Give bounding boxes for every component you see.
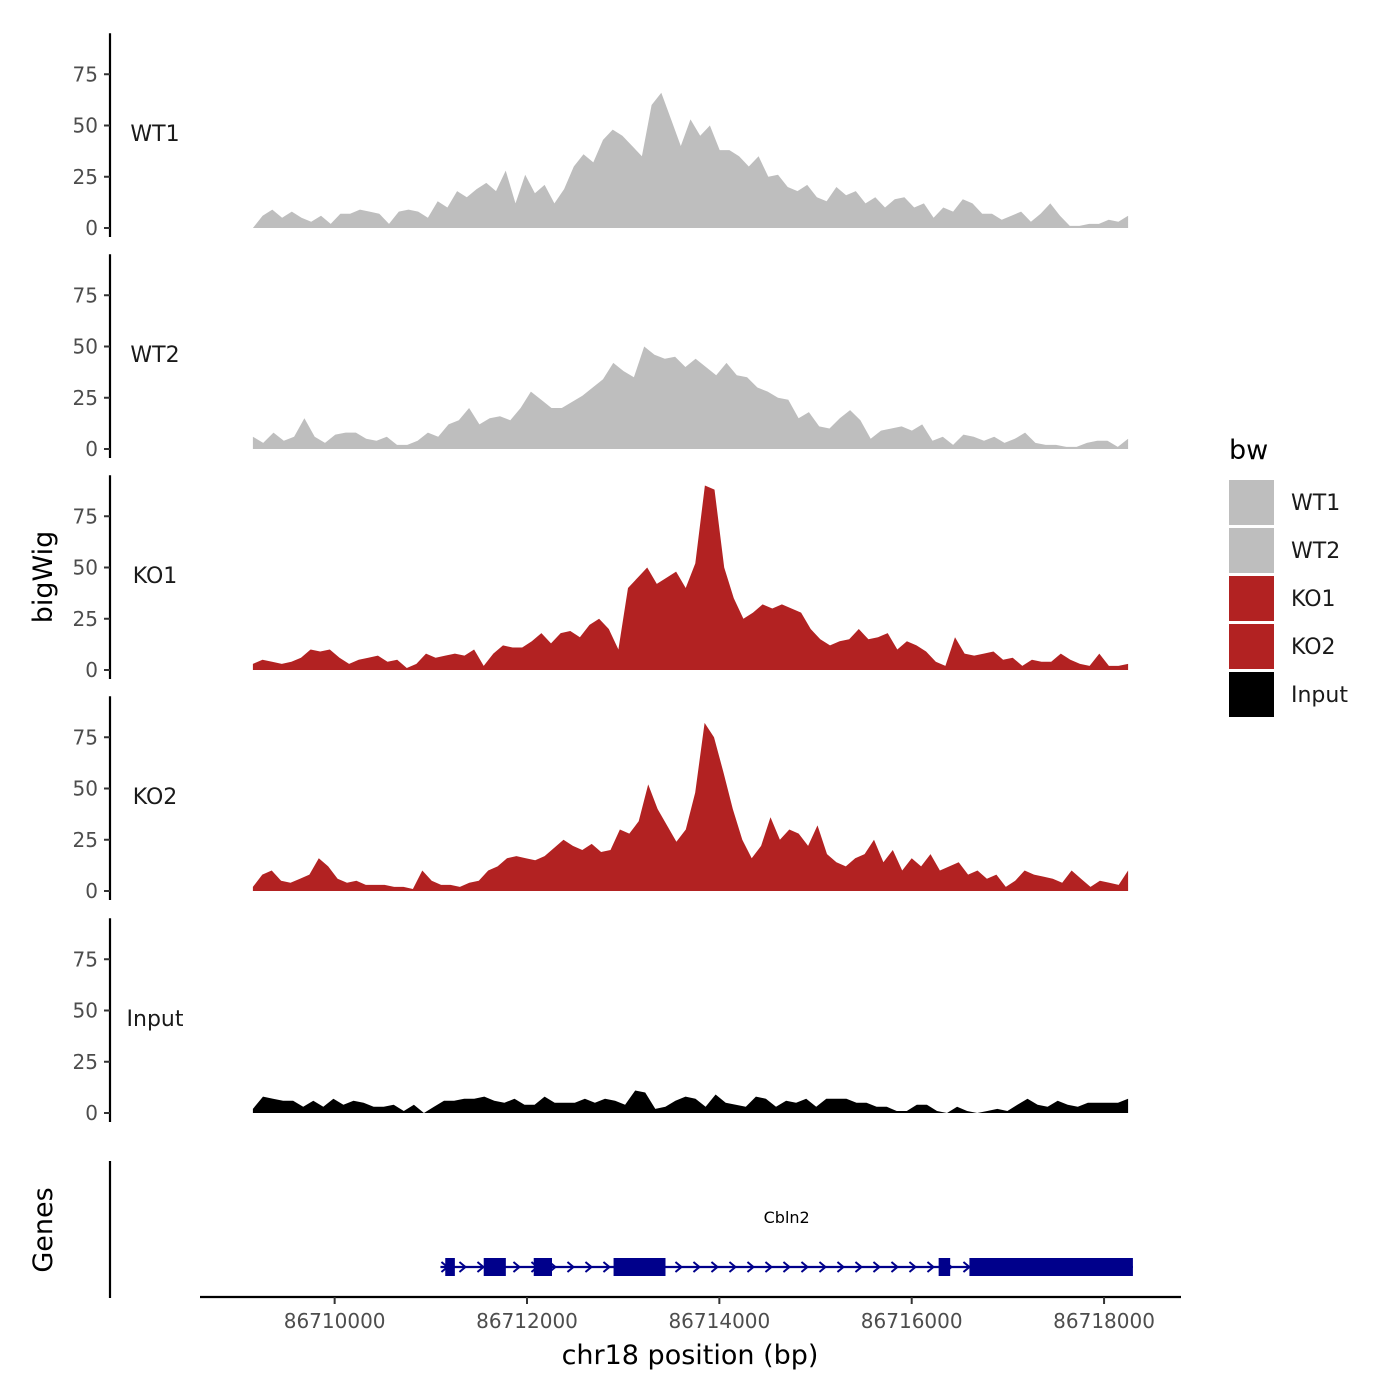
strand-arrow bbox=[800, 1261, 810, 1273]
x-axis: 86710000 86712000 86714000 86716000 86718000 bbox=[200, 1295, 1181, 1333]
strand-arrow bbox=[458, 1261, 468, 1273]
track-ko1: 0 25 50 75 KO1 bbox=[73, 475, 1129, 682]
y-tick-label-wt1-0: 0 bbox=[85, 216, 98, 240]
x-tick-label-1: 86710000 bbox=[284, 1309, 386, 1333]
strand-arrow bbox=[854, 1261, 864, 1273]
legend-label-wt1: WT1 bbox=[1291, 491, 1340, 516]
legend-label-input: Input bbox=[1291, 683, 1348, 708]
area-ko1 bbox=[252, 485, 1129, 670]
strand-arrow bbox=[476, 1261, 486, 1273]
x-tick-label-4: 86716000 bbox=[861, 1309, 963, 1333]
area-wt1 bbox=[252, 92, 1129, 228]
y-tick-label-ko2-25: 25 bbox=[73, 828, 98, 852]
strand-arrow bbox=[602, 1261, 612, 1273]
y-tick-label-wt1-50: 50 bbox=[73, 114, 98, 138]
strand-arrow bbox=[818, 1261, 828, 1273]
track-label-wt2: WT2 bbox=[130, 343, 179, 368]
y-tick-label-wt2-50: 50 bbox=[73, 335, 98, 359]
legend-label-ko2: KO2 bbox=[1291, 635, 1336, 660]
legend-swatch-ko2 bbox=[1229, 624, 1274, 669]
strand-arrow bbox=[692, 1261, 702, 1273]
strand-arrow bbox=[728, 1261, 738, 1273]
strand-arrow bbox=[872, 1261, 882, 1273]
legend: bw WT1 WT2 KO1 KO2 Input bbox=[1229, 435, 1348, 717]
gene-exon-4 bbox=[613, 1258, 666, 1276]
strand-arrow bbox=[566, 1261, 576, 1273]
strand-arrow bbox=[764, 1261, 774, 1273]
track-label-ko1: KO1 bbox=[133, 564, 178, 589]
strand-arrow bbox=[584, 1261, 594, 1273]
gene-exon-6 bbox=[969, 1258, 1133, 1276]
gene-exon-3 bbox=[533, 1258, 553, 1276]
strand-arrow bbox=[890, 1261, 900, 1273]
y-tick-label-ko2-50: 50 bbox=[73, 777, 98, 801]
legend-swatch-wt1 bbox=[1229, 480, 1274, 525]
y-tick-label-ko1-50: 50 bbox=[73, 556, 98, 580]
track-label-ko2: KO2 bbox=[133, 785, 178, 810]
track-label-wt1: WT1 bbox=[130, 122, 179, 147]
y-tick-label-ko2-75: 75 bbox=[73, 725, 98, 749]
y-tick-label-wt2-75: 75 bbox=[73, 283, 98, 307]
legend-label-wt2: WT2 bbox=[1291, 539, 1340, 564]
strand-arrow bbox=[836, 1261, 846, 1273]
gene-track: Cbln2 bbox=[108, 1161, 1134, 1298]
y-tick-label-wt2-25: 25 bbox=[73, 386, 98, 410]
y-tick-label-wt2-0: 0 bbox=[85, 437, 98, 461]
legend-swatch-ko1 bbox=[1229, 576, 1274, 621]
gene-exon-5 bbox=[938, 1258, 951, 1276]
y-tick-label-ko1-0: 0 bbox=[85, 658, 98, 682]
area-wt2 bbox=[252, 346, 1129, 449]
y-tick-label-input-75: 75 bbox=[73, 947, 98, 971]
area-ko2 bbox=[252, 722, 1129, 891]
gene-exon-2 bbox=[483, 1258, 506, 1276]
x-tick-label-3: 86714000 bbox=[668, 1309, 770, 1333]
y-tick-label-ko2-0: 0 bbox=[85, 879, 98, 903]
legend-swatch-wt2 bbox=[1229, 528, 1274, 573]
genes-axis-title: Genes bbox=[28, 1187, 59, 1272]
track-wt2: 0 25 50 75 WT2 bbox=[73, 254, 1129, 461]
y-tick-label-input-50: 50 bbox=[73, 999, 98, 1023]
x-tick-label-2: 86712000 bbox=[476, 1309, 578, 1333]
y-tick-label-wt1-75: 75 bbox=[73, 62, 98, 86]
track-wt1: 0 25 50 75 WT1 bbox=[73, 33, 1129, 240]
track-label-input: Input bbox=[127, 1007, 184, 1032]
area-input bbox=[252, 1090, 1129, 1113]
y-tick-label-input-0: 0 bbox=[85, 1101, 98, 1125]
track-input: 0 25 50 75 Input bbox=[73, 918, 1129, 1125]
signal-tracks: 0 25 50 75 WT1 0 25 50 75 WT2 0 25 50 75 KO1 0 25 50 75 KO2… bbox=[73, 33, 1129, 1125]
strand-arrow bbox=[710, 1261, 720, 1273]
strand-arrow bbox=[782, 1261, 792, 1273]
legend-label-ko1: KO1 bbox=[1291, 587, 1336, 612]
track-ko2: 0 25 50 75 KO2 bbox=[73, 696, 1129, 903]
legend-swatch-input bbox=[1229, 672, 1274, 717]
legend-title: bw bbox=[1229, 435, 1268, 466]
y-tick-label-ko1-75: 75 bbox=[73, 504, 98, 528]
y-tick-label-wt1-25: 25 bbox=[73, 165, 98, 189]
y-axis-title: bigWig bbox=[28, 531, 59, 624]
strand-arrow bbox=[512, 1261, 522, 1273]
y-tick-label-ko1-25: 25 bbox=[73, 607, 98, 631]
strand-arrow bbox=[926, 1261, 936, 1273]
strand-arrow bbox=[674, 1261, 684, 1273]
y-tick-label-input-25: 25 bbox=[73, 1050, 98, 1074]
strand-arrow bbox=[908, 1261, 918, 1273]
gene-exon-1 bbox=[445, 1258, 455, 1276]
x-axis-title: chr18 position (bp) bbox=[562, 1340, 819, 1371]
strand-arrow bbox=[746, 1261, 756, 1273]
x-tick-label-5: 86718000 bbox=[1053, 1309, 1155, 1333]
gene-label: Cbln2 bbox=[764, 1208, 810, 1227]
